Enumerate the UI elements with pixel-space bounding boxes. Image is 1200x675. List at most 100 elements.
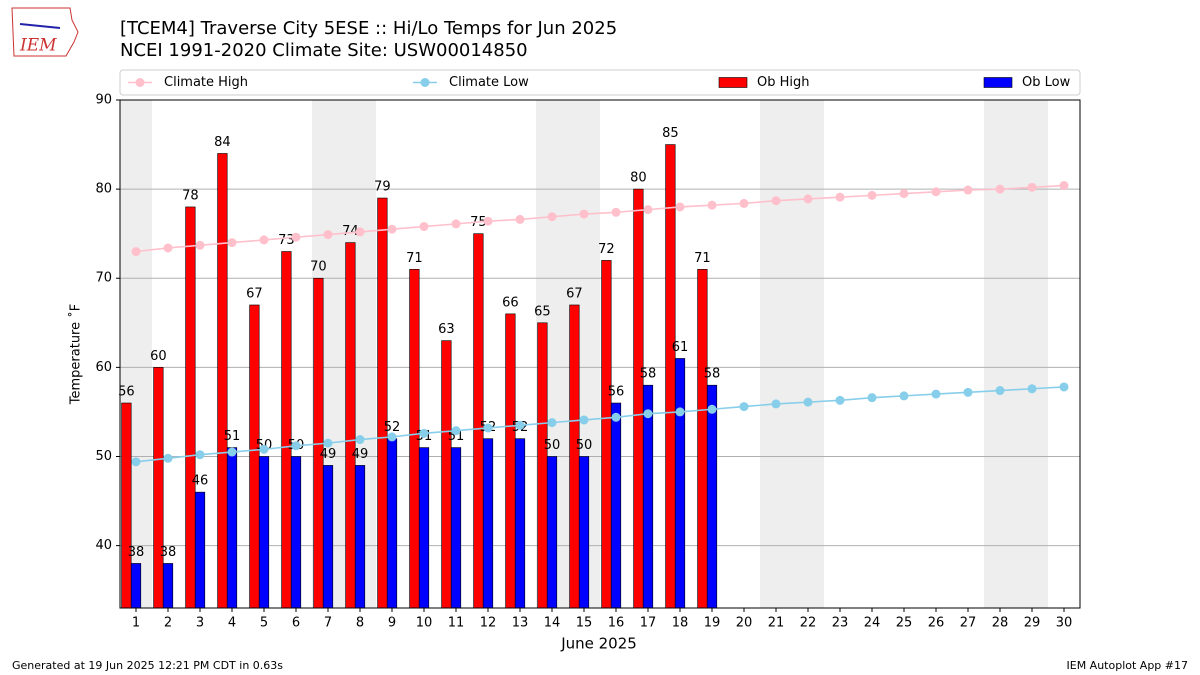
y-tick-label: 90 (95, 93, 112, 108)
bar-value-label: 51 (224, 429, 241, 444)
x-tick-label: 27 (960, 616, 977, 631)
bar (601, 260, 612, 609)
line-marker (899, 189, 909, 199)
bar (441, 340, 452, 609)
x-tick-label: 30 (1056, 616, 1073, 631)
bar-value-label: 67 (566, 286, 583, 301)
x-tick-label: 21 (768, 616, 785, 631)
line-marker (867, 190, 877, 200)
line-marker (675, 407, 685, 417)
line-marker (931, 389, 941, 399)
bar-value-label: 61 (672, 340, 689, 355)
line-marker (163, 453, 173, 463)
bar-value-label: 56 (608, 385, 625, 400)
x-tick-label: 24 (864, 616, 881, 631)
line-marker (483, 423, 493, 433)
bar-value-label: 58 (640, 367, 657, 382)
legend (119, 69, 1081, 96)
legend-label: Climate Low (449, 75, 529, 90)
bar-value-label: 52 (384, 420, 401, 435)
x-tick-label: 4 (228, 616, 236, 631)
bar-value-label: 56 (118, 385, 135, 400)
bar (706, 384, 718, 609)
line-marker (547, 418, 557, 428)
line-marker (195, 240, 205, 250)
bar-value-label: 80 (630, 171, 647, 186)
line-marker (931, 187, 941, 197)
x-tick-label: 7 (324, 616, 332, 631)
line-marker (131, 457, 141, 467)
bar-value-label: 49 (352, 447, 369, 462)
y-tick-label: 70 (95, 271, 112, 286)
footer-right: IEM Autoplot App #17 (1067, 659, 1189, 672)
line-marker (451, 426, 461, 436)
weekend-band (760, 100, 824, 608)
line-marker (643, 205, 653, 215)
bar-value-label: 67 (246, 286, 263, 301)
y-tick-label: 60 (95, 360, 112, 375)
x-axis-label: June 2025 (560, 635, 637, 653)
legend-marker (135, 78, 145, 87)
bar (546, 456, 558, 609)
x-tick-label: 14 (544, 616, 561, 631)
line-marker (963, 387, 973, 397)
bar-value-label: 38 (160, 545, 177, 560)
line-marker (963, 185, 973, 195)
bar (537, 322, 548, 609)
bar-value-label: 58 (704, 367, 721, 382)
bar-value-label: 65 (534, 304, 551, 319)
x-tick-label: 23 (832, 616, 849, 631)
bar (281, 251, 292, 609)
bar (418, 447, 430, 609)
x-tick-label: 13 (512, 616, 529, 631)
bar (130, 563, 142, 609)
line-marker (355, 435, 365, 445)
bar (386, 438, 398, 609)
line-marker (1027, 182, 1037, 192)
line-marker (355, 227, 365, 237)
legend-swatch (983, 77, 1013, 88)
bar (642, 384, 654, 609)
plot-frame (119, 99, 1081, 609)
bar (578, 456, 590, 609)
bar-value-label: 79 (374, 180, 391, 195)
line-marker (227, 447, 237, 457)
logo-icon (19, 23, 61, 29)
line-marker (515, 214, 525, 224)
bar (153, 367, 164, 609)
line-marker (835, 192, 845, 202)
bar (162, 563, 174, 609)
bar (354, 465, 366, 609)
bar-value-label: 70 (310, 260, 327, 275)
line-marker (835, 395, 845, 405)
y-tick-label: 80 (95, 182, 112, 197)
bar (674, 358, 686, 609)
x-tick-label: 10 (416, 616, 433, 631)
weekend-band (984, 100, 1048, 608)
bar (569, 304, 580, 609)
line-marker (675, 202, 685, 212)
line-marker (387, 432, 397, 442)
line-marker (291, 441, 301, 451)
y-tick-label: 50 (95, 449, 112, 464)
bar-value-label: 50 (576, 438, 593, 453)
bar (194, 491, 206, 609)
line-marker (419, 428, 429, 438)
line-marker (739, 402, 749, 412)
line-marker (163, 243, 173, 253)
line (135, 386, 1065, 463)
line-marker (451, 219, 461, 229)
bar-value-label: 85 (662, 126, 679, 141)
line-marker (611, 412, 621, 422)
x-tick-label: 20 (736, 616, 753, 631)
x-tick-label: 1 (132, 616, 140, 631)
x-tick-label: 28 (992, 616, 1009, 631)
bar-value-label: 63 (438, 322, 455, 337)
y-axis-label: Temperature ˚F (68, 304, 84, 405)
line-marker (771, 399, 781, 409)
bar (345, 242, 356, 609)
bar (633, 188, 644, 609)
line-marker (803, 194, 813, 204)
line-marker (611, 207, 621, 217)
line-marker (579, 415, 589, 425)
